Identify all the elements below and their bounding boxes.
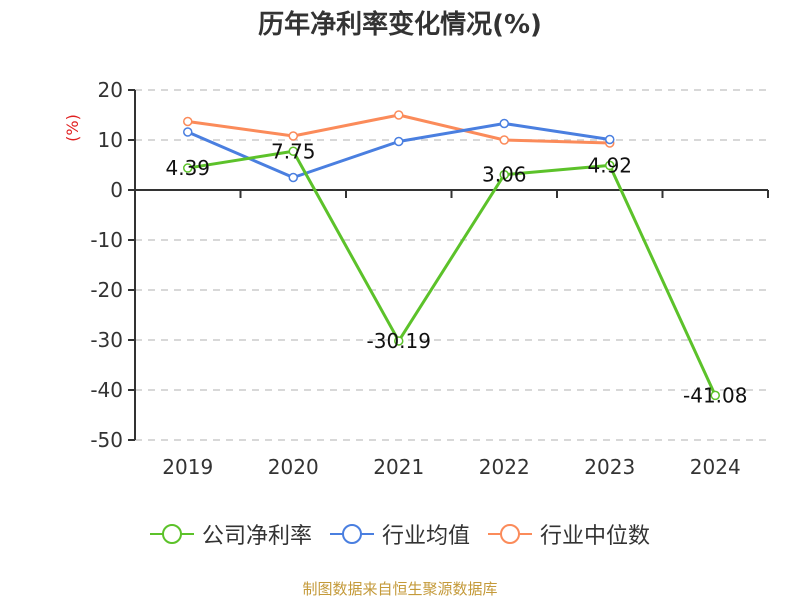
legend-item-industry-median[interactable]: 行业中位数: [488, 518, 650, 550]
legend-marker-icon: [149, 524, 194, 544]
data-label: -30.19: [367, 329, 431, 353]
x-tick-label: 2021: [373, 455, 424, 479]
data-point[interactable]: [499, 118, 509, 129]
legend-label: 行业中位数: [540, 524, 651, 549]
data-point[interactable]: [183, 163, 193, 173]
y-tick-label: 10: [98, 128, 123, 152]
data-point[interactable]: [499, 135, 509, 145]
legend-marker-icon: [488, 524, 532, 544]
data-point[interactable]: [288, 146, 298, 156]
data-point[interactable]: [605, 134, 615, 145]
data-label: 4.39: [165, 156, 210, 180]
legend-item-company[interactable]: 公司净利率: [149, 518, 312, 550]
legend-item-industry-mean[interactable]: 行业均值: [329, 518, 470, 550]
y-tick-label: 0: [110, 178, 123, 202]
data-point[interactable]: [288, 172, 298, 183]
x-tick-label: 2020: [268, 455, 319, 479]
data-point[interactable]: [394, 136, 404, 147]
y-tick-label: -10: [90, 228, 123, 252]
data-point[interactable]: [394, 110, 404, 120]
y-tick-label: -30: [90, 328, 123, 352]
x-tick-label: 2024: [690, 455, 741, 479]
series-line: [187, 149, 717, 397]
legend-marker-icon: [329, 524, 374, 544]
data-point[interactable]: [183, 127, 193, 137]
y-axis-unit-label: (%): [63, 114, 82, 142]
data-point[interactable]: [710, 390, 720, 401]
y-tick-label: -50: [90, 428, 123, 452]
data-point[interactable]: [605, 160, 615, 171]
data-label: 3.06: [482, 163, 527, 187]
chart-title: 历年净利率变化情况(%): [258, 10, 542, 40]
legend-label: 行业均值: [381, 524, 470, 549]
data-point[interactable]: [499, 169, 509, 180]
data-point[interactable]: [394, 336, 404, 346]
data-source-note: 制图数据来自恒生聚源数据库: [302, 580, 498, 598]
y-tick-label: -20: [90, 278, 123, 302]
x-tick-label: 2022: [479, 455, 530, 479]
data-label: 7.75: [271, 139, 316, 163]
x-tick-label: 2019: [162, 455, 213, 479]
data-label: -41.08: [683, 383, 747, 407]
legend-label: 公司净利率: [201, 524, 312, 549]
y-tick-label: -40: [90, 378, 123, 402]
legend: 公司净利率 行业均值 行业中位数: [0, 518, 800, 550]
x-tick-label: 2023: [584, 455, 635, 479]
data-point[interactable]: [288, 131, 298, 141]
y-tick-label: 20: [98, 78, 123, 102]
data-label: 4.92: [587, 153, 632, 177]
data-point[interactable]: [183, 116, 193, 127]
